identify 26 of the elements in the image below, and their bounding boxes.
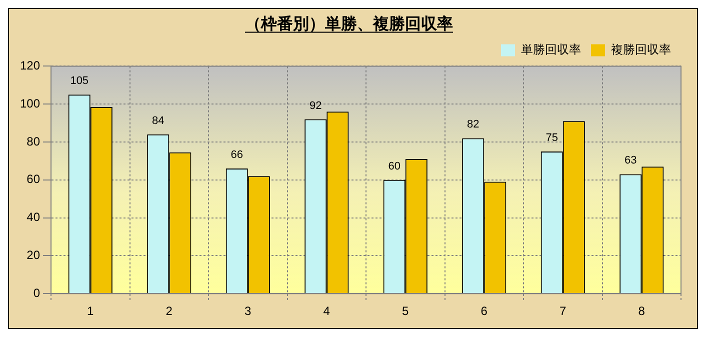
x-tick-label: 3 [244, 304, 252, 318]
y-tick-label: 20 [26, 248, 40, 262]
x-tick-label: 4 [323, 304, 330, 318]
x-tick-label: 8 [638, 304, 646, 318]
data-label: 66 [230, 149, 243, 162]
data-label: 63 [624, 154, 637, 167]
x-tick-label: 7 [560, 304, 567, 318]
x-tick-label: 6 [480, 304, 488, 318]
y-tick-label: 100 [20, 96, 40, 110]
data-label: 84 [152, 114, 164, 127]
y-tick-label: 80 [26, 134, 40, 148]
data-label: 75 [546, 132, 558, 144]
data-label: 92 [309, 100, 322, 112]
x-tick-label: 5 [402, 304, 410, 318]
legend-label: 複勝回収率 [611, 42, 671, 56]
x-tick-label: 2 [166, 304, 173, 318]
legend-label: 単勝回収率 [521, 42, 581, 56]
data-label: 105 [70, 75, 89, 88]
chart-title: （枠番別）単勝、複勝回収率 [245, 14, 453, 33]
y-tick-label: 60 [26, 172, 40, 186]
y-tick-label: 120 [20, 58, 40, 73]
y-tick-label: 40 [26, 210, 40, 224]
data-label: 60 [388, 160, 400, 172]
y-tick-label: 0 [33, 286, 40, 300]
data-label: 82 [466, 118, 480, 131]
x-tick-label: 1 [87, 304, 94, 318]
